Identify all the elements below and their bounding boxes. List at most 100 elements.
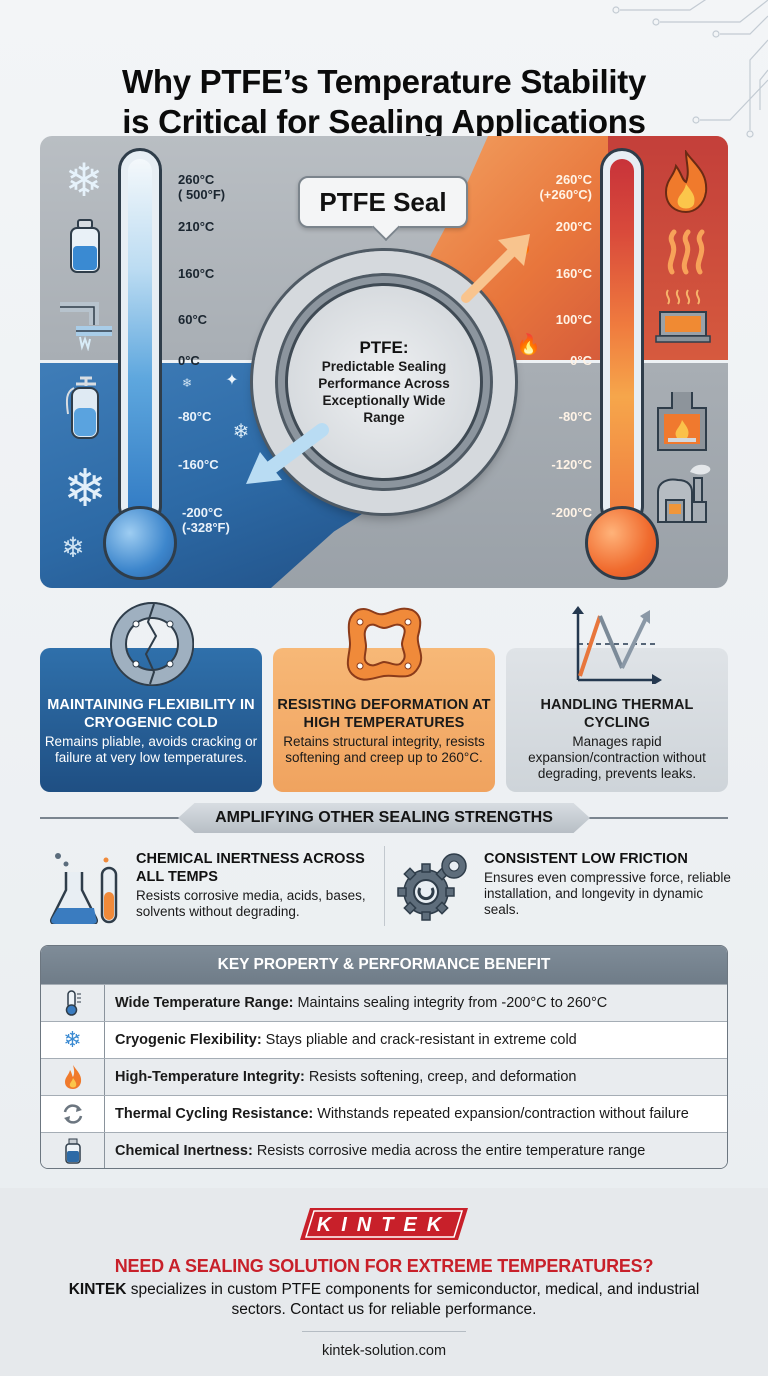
table-header: KEY PROPERTY & PERFORMANCE BENEFIT <box>41 946 727 984</box>
amplify-item-chemical: CHEMICAL INERTNESS ACROSS ALL TEMPS Resi… <box>136 850 376 920</box>
amplify-item-low-friction: CONSISTENT LOW FRICTION Ensures even com… <box>484 850 734 918</box>
row-text: Resists softening, creep, and deformatio… <box>308 1069 577 1085</box>
heat-waves-icon <box>667 229 705 275</box>
hot-tick-260: 260°C (+260°C) <box>539 172 592 202</box>
cold-tick-210: 210°C <box>178 219 215 234</box>
row-label: High-Temperature Integrity: <box>115 1069 305 1085</box>
amplify-title: CHEMICAL INERTNESS ACROSS ALL TEMPS <box>136 851 365 885</box>
table-row: Wide Temperature Range: Maintains sealing… <box>41 984 727 1021</box>
ptfe-seal-label: PTFE Seal <box>298 176 468 228</box>
row-label: Cryogenic Flexibility: <box>115 1032 262 1048</box>
page-title: Why PTFE’s Temperature Stability is Crit… <box>0 62 768 142</box>
footer-divider <box>302 1331 466 1332</box>
card-title: HANDLING THERMAL CYCLING <box>540 697 694 731</box>
amplify-description: Resists corrosive media, acids, bases, s… <box>136 888 366 919</box>
flame-icon <box>41 1059 105 1095</box>
temperature-hero-panel: 260°C ( 500°F) 210°C 160°C 60°C 0°C -80°… <box>40 136 728 588</box>
oven-icon <box>655 289 711 343</box>
table-header-text: KEY PROPERTY & PERFORMANCE BENEFIT <box>217 956 551 973</box>
flame-icon <box>664 150 708 214</box>
section-divider <box>40 817 182 819</box>
amplify-description: Ensures even compressive force, reliable… <box>484 870 731 917</box>
flask-icon <box>49 853 118 924</box>
card-description: Retains structural integrity, resists so… <box>283 734 485 765</box>
card-title: RESISTING DEFORMATION AT HIGH TEMPERATUR… <box>277 697 491 731</box>
gas-cylinder-icon <box>65 376 99 439</box>
table-row: Chemical Inertness: Resists corrosive med… <box>41 1132 727 1168</box>
kintek-logo[interactable]: KINTEK <box>296 1206 472 1242</box>
thermometer-icon <box>41 985 105 1021</box>
factory-icon <box>657 464 711 523</box>
arrow-down-left-icon <box>246 423 329 484</box>
cold-thermometer <box>118 148 162 528</box>
cold-tick-minus-200: -200°C (-328°F) <box>182 505 230 535</box>
row-text: Maintains sealing integrity from -200°C … <box>297 995 608 1011</box>
card-description: Manages rapid expansion/contraction with… <box>528 734 706 781</box>
hot-tick-100: 100°C <box>555 312 592 327</box>
hot-thermometer-bulb <box>585 506 659 580</box>
snowflake-icon: ❄ <box>41 1022 105 1058</box>
amplify-title: CONSISTENT LOW FRICTION <box>484 851 688 867</box>
row-label: Wide Temperature Range: <box>115 995 294 1011</box>
key-property-table: KEY PROPERTY & PERFORMANCE BENEFIT Wide … <box>40 945 728 1169</box>
table-row: Thermal Cycling Resistance: Withstands re… <box>41 1095 727 1132</box>
row-label: Thermal Cycling Resistance: <box>115 1106 314 1122</box>
snowflake-icon: ❄ <box>63 460 107 518</box>
logo-text: KINTEK <box>317 1214 451 1236</box>
title-line-2: is Critical for Sealing Applications <box>122 103 646 140</box>
hot-tick-minus-80: -80°C <box>558 409 592 424</box>
cta-text: specializes in custom PTFE components fo… <box>130 1281 700 1318</box>
card-description: Remains pliable, avoids cracking or fail… <box>44 734 258 765</box>
ring-text: Predictable Sealing Performance Across E… <box>318 359 450 425</box>
deformed-ring-icon <box>346 607 423 681</box>
cta-heading: NEED A SEALING SOLUTION FOR EXTREME TEMP… <box>114 1256 654 1276</box>
amplify-separator <box>384 846 385 926</box>
cycle-graph-icon <box>572 606 662 684</box>
snowflake-icon: ❄ <box>232 420 250 443</box>
cold-tick-0: 0°C <box>178 353 200 368</box>
cold-thermometer-bulb <box>103 506 177 580</box>
hot-tick-160: 160°C <box>555 266 592 281</box>
amplifying-banner: AMPLIFYING OTHER SEALING STRENGTHS <box>178 803 590 833</box>
cracked-ring-icon <box>110 602 194 686</box>
row-text: Resists corrosive media across the entir… <box>256 1143 646 1159</box>
table-body: Wide Temperature Range: Maintains sealing… <box>41 984 727 1168</box>
cold-tick-60: 60°C <box>178 312 208 327</box>
ptfe-seal-label-text: PTFE Seal <box>319 186 447 217</box>
bottle-icon <box>70 219 100 273</box>
title-line-1: Why PTFE’s Temperature Stability <box>121 63 646 100</box>
snowflake-icon: ❄ <box>181 376 193 390</box>
cycle-icon <box>41 1096 105 1132</box>
snowflake-icon: ❄ <box>61 531 85 563</box>
amplifying-banner-text: AMPLIFYING OTHER SEALING STRENGTHS <box>215 809 553 826</box>
row-text: Stays pliable and crack-resistant in ext… <box>265 1032 577 1048</box>
cold-tick-160: 160°C <box>178 266 215 281</box>
table-row: ❄ Cryogenic Flexibility: Stays pliable an… <box>41 1021 727 1058</box>
sparkle-icon: ✦ <box>225 372 239 389</box>
cold-tick-minus-160: -160°C <box>178 457 219 472</box>
website-link[interactable]: kintek-solution.com <box>321 1343 447 1359</box>
row-label: Chemical Inertness: <box>115 1143 253 1159</box>
hot-thermometer <box>600 148 644 528</box>
cta-brand: KINTEK <box>68 1281 127 1298</box>
ring-heading: PTFE: <box>359 338 409 357</box>
cold-tick-260: 260°C ( 500°F) <box>178 172 226 202</box>
arrow-up-right-icon <box>461 234 530 303</box>
small-flame-icon: 🔥 <box>516 334 541 356</box>
table-row: High-Temperature Integrity: Resists softe… <box>41 1058 727 1095</box>
gears-icon <box>397 853 467 921</box>
hot-tick-minus-200: -200°C <box>551 505 592 520</box>
cta-description: KINTEK specializes in custom PTFE compon… <box>60 1280 708 1320</box>
hot-tick-0: 0°C <box>570 353 592 368</box>
row-text: Withstands repeated expansion/contractio… <box>317 1106 689 1122</box>
cold-tick-minus-80: -80°C <box>178 409 212 424</box>
section-divider <box>586 817 728 819</box>
frozen-pipe-icon <box>60 302 112 351</box>
card-title: MAINTAINING FLEXIBILITY IN CRYOGENIC COL… <box>47 697 255 731</box>
feature-card-thermal-cycling: HANDLING THERMAL CYCLING Manages rapid e… <box>506 648 728 792</box>
bottle-icon <box>41 1133 105 1168</box>
hot-tick-200: 200°C <box>555 219 592 234</box>
furnace-icon <box>657 392 707 451</box>
snowflake-icon: ❄ <box>64 154 104 206</box>
